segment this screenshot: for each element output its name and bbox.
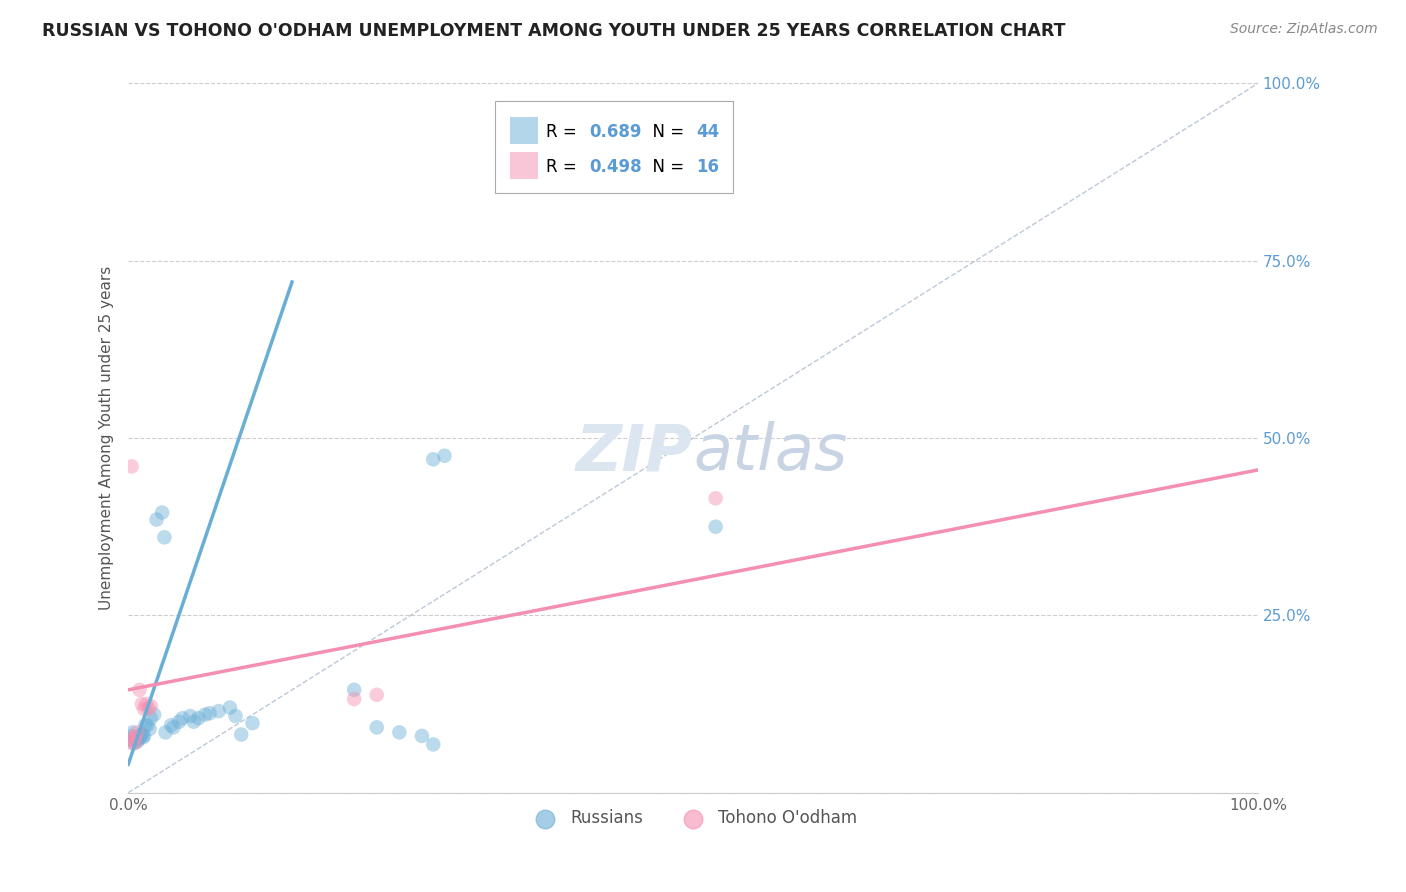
- Point: [160, 718, 183, 732]
- Point: [411, 729, 433, 743]
- FancyBboxPatch shape: [495, 101, 733, 194]
- Point: [131, 727, 153, 741]
- Point: [132, 729, 155, 743]
- Point: [136, 718, 159, 732]
- Point: [134, 718, 156, 732]
- Point: [704, 491, 727, 506]
- Point: [422, 452, 444, 467]
- Point: [167, 714, 190, 729]
- Point: [122, 731, 145, 745]
- Point: [131, 697, 153, 711]
- Point: [183, 714, 205, 729]
- Point: [124, 732, 146, 747]
- Point: [225, 709, 247, 723]
- Point: [366, 688, 388, 702]
- FancyBboxPatch shape: [510, 153, 538, 179]
- Legend: Russians, Tohono O'odham: Russians, Tohono O'odham: [522, 803, 865, 834]
- Point: [343, 692, 366, 706]
- Point: [121, 729, 143, 743]
- Point: [433, 449, 456, 463]
- Point: [121, 725, 143, 739]
- Text: 0.689: 0.689: [589, 123, 641, 141]
- Point: [138, 722, 160, 736]
- Point: [179, 709, 201, 723]
- Point: [127, 734, 149, 748]
- Point: [124, 731, 146, 745]
- Point: [138, 702, 160, 716]
- Point: [135, 697, 157, 711]
- Point: [143, 707, 166, 722]
- Point: [172, 711, 194, 725]
- Text: atlas: atlas: [693, 421, 848, 483]
- Point: [155, 725, 177, 739]
- Text: ZIP: ZIP: [576, 421, 693, 483]
- Point: [150, 506, 173, 520]
- Point: [207, 704, 229, 718]
- FancyBboxPatch shape: [510, 117, 538, 144]
- Y-axis label: Unemployment Among Youth under 25 years: Unemployment Among Youth under 25 years: [100, 266, 114, 610]
- Point: [162, 720, 184, 734]
- Text: N =: N =: [643, 158, 689, 176]
- Text: 16: 16: [696, 158, 720, 176]
- Point: [129, 729, 152, 743]
- Text: RUSSIAN VS TOHONO O'ODHAM UNEMPLOYMENT AMONG YOUTH UNDER 25 YEARS CORRELATION CH: RUSSIAN VS TOHONO O'ODHAM UNEMPLOYMENT A…: [42, 22, 1066, 40]
- Point: [121, 732, 143, 747]
- Text: 0.498: 0.498: [589, 158, 641, 176]
- Point: [127, 725, 149, 739]
- Point: [122, 736, 145, 750]
- Point: [231, 727, 253, 741]
- Text: N =: N =: [643, 123, 689, 141]
- Point: [127, 732, 149, 747]
- Point: [219, 700, 242, 714]
- Point: [139, 711, 162, 725]
- Point: [242, 716, 264, 731]
- Text: Source: ZipAtlas.com: Source: ZipAtlas.com: [1230, 22, 1378, 37]
- Point: [194, 707, 217, 722]
- Point: [343, 682, 366, 697]
- Point: [187, 711, 209, 725]
- Point: [132, 702, 155, 716]
- Point: [153, 530, 176, 544]
- Point: [704, 519, 727, 533]
- Point: [128, 731, 150, 745]
- Point: [388, 725, 411, 739]
- Point: [121, 459, 143, 474]
- Point: [198, 706, 221, 721]
- Point: [121, 736, 143, 750]
- Text: 44: 44: [696, 123, 720, 141]
- Point: [128, 682, 150, 697]
- Point: [121, 732, 143, 747]
- Point: [366, 720, 388, 734]
- Point: [422, 738, 444, 752]
- Point: [124, 736, 146, 750]
- Point: [125, 732, 148, 747]
- Point: [139, 699, 162, 714]
- Point: [145, 513, 167, 527]
- Point: [132, 731, 155, 745]
- Text: R =: R =: [546, 123, 582, 141]
- Text: R =: R =: [546, 158, 582, 176]
